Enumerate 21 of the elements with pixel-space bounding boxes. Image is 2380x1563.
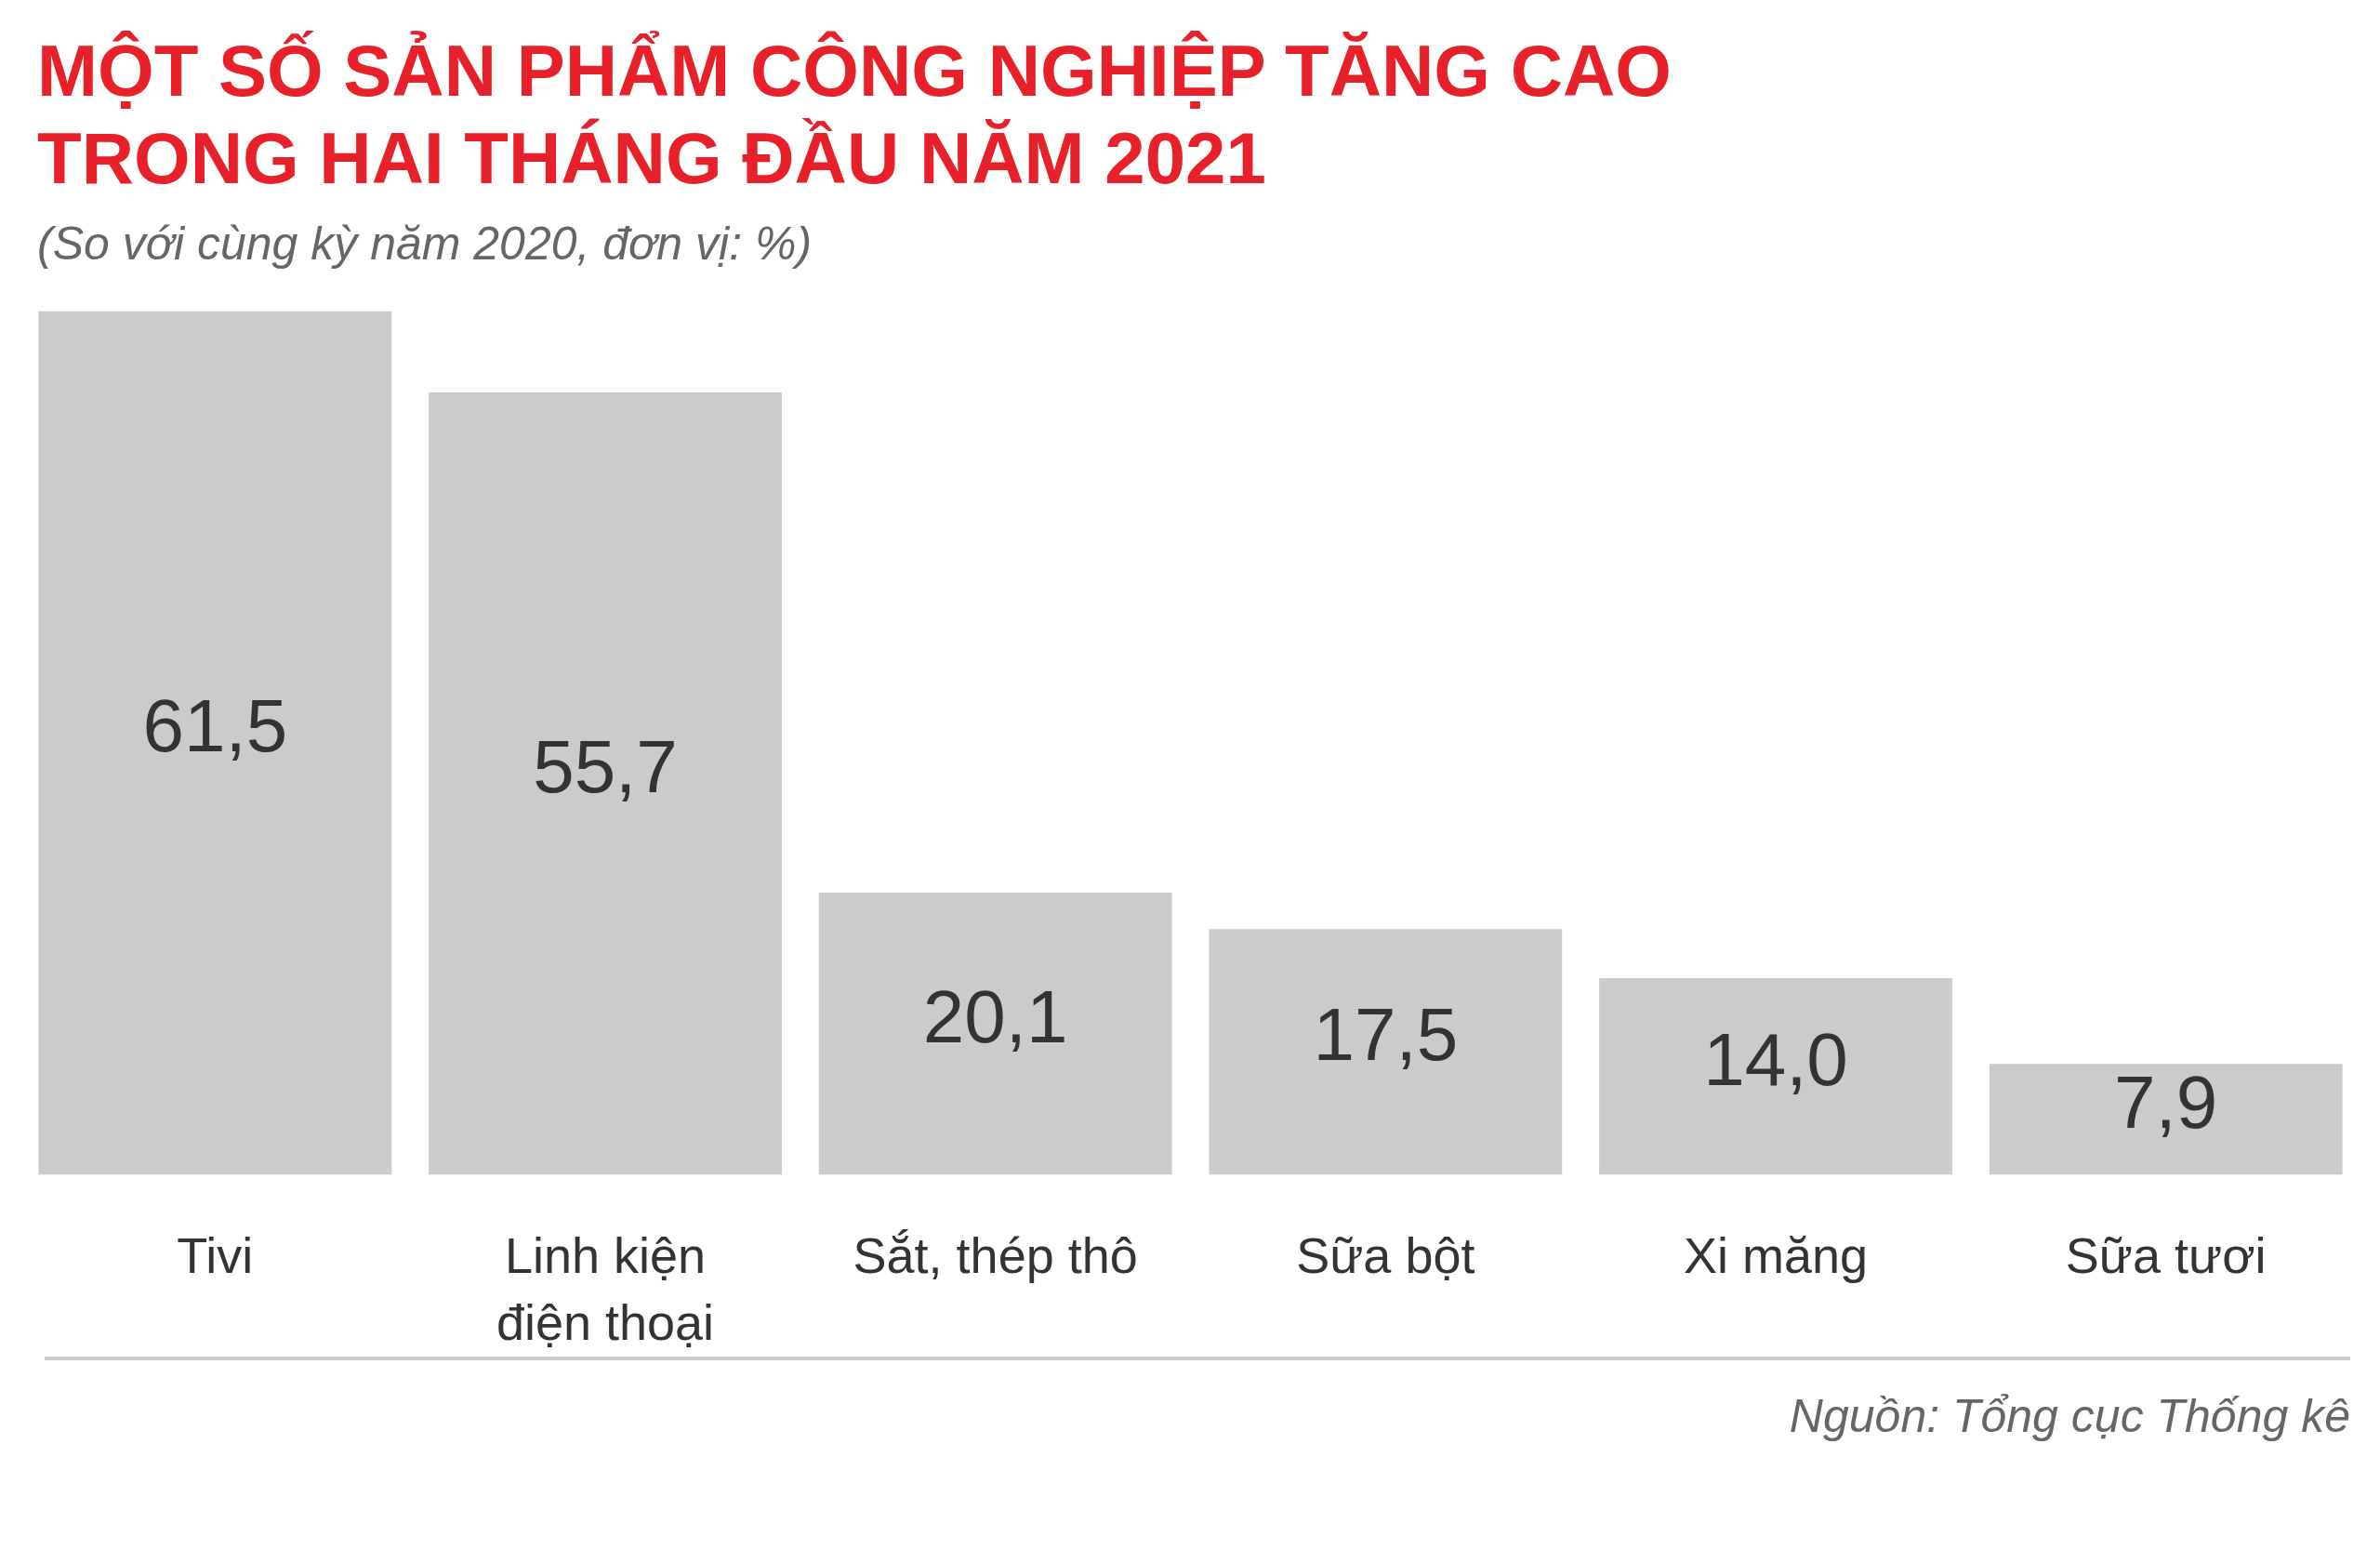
data-label: 61,5: [142, 683, 288, 767]
bar: [429, 391, 782, 1175]
text: Nguồn: Tổng cục Thống kê: [1789, 1388, 2350, 1444]
data-label: 55,7: [533, 724, 678, 808]
data-label: 17,5: [1313, 992, 1459, 1076]
x-tick-label: Sữa tươi: [2065, 1226, 2267, 1283]
x-tick-label: Linh kiện điện thoại: [496, 1226, 715, 1350]
x-tick-label: Sữa bột: [1296, 1226, 1475, 1283]
chart-subtitle: (So với cùng kỳ năm 2020, đơn vị: %): [37, 217, 813, 272]
bar: [1989, 1063, 2343, 1175]
chart-title: MỘT SỐ SẢN PHẨM CÔNG NGHIỆP TĂNG CAO TRONG HAI THÁNG ĐẦU NĂM 2021: [37, 29, 1672, 201]
data-label: 14,0: [1703, 1017, 1848, 1101]
bar: [1209, 928, 1563, 1175]
data-label: 7,9: [2114, 1060, 2218, 1144]
x-tick-label: Sắt, thép thô: [853, 1226, 1138, 1283]
bar: [38, 311, 392, 1175]
x-tick-label: Tivi: [177, 1226, 254, 1283]
x-tick-label: Xi măng: [1683, 1226, 1869, 1283]
bar: [818, 892, 1172, 1175]
bar: [1599, 977, 1952, 1175]
data-label: 20,1: [922, 974, 1068, 1058]
